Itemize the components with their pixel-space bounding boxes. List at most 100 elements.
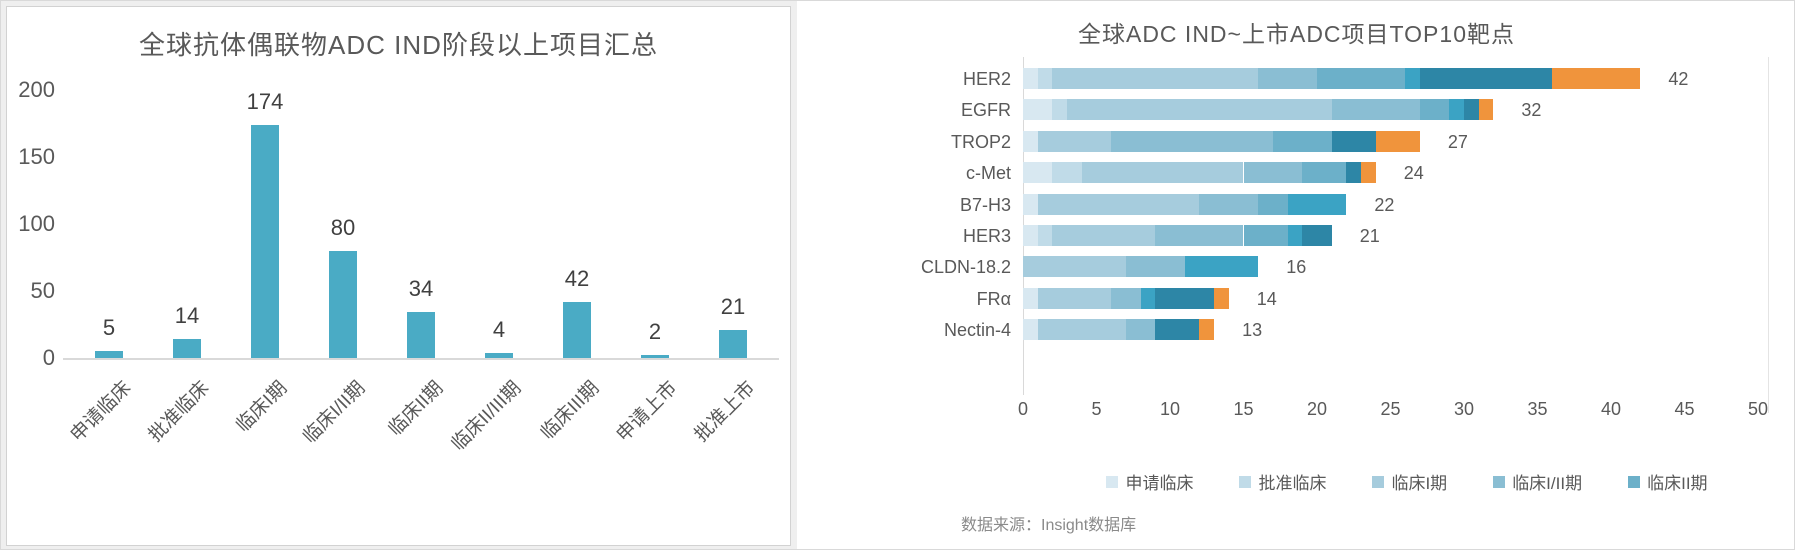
right-chart-title: 全球ADC IND~上市ADC项目TOP10靶点 — [1077, 21, 1515, 47]
segment-临床I期 — [1037, 287, 1112, 309]
segment-临床III期 — [1155, 319, 1200, 341]
row-label-TROP2: TROP2 — [950, 131, 1011, 152]
segment-临床II/III期 — [1184, 256, 1259, 278]
row-total-label: 42 — [1668, 69, 1689, 89]
right-x-tick-label: 15 — [1233, 399, 1254, 419]
left-y-tick-label: 200 — [18, 77, 55, 102]
left-y-tick-label: 50 — [30, 278, 55, 303]
row-label-CLDN-18.2: CLDN-18.2 — [920, 257, 1011, 278]
segment-上市 — [1375, 130, 1420, 152]
segment-临床II/III期 — [1287, 193, 1347, 215]
legend-swatch — [1493, 475, 1506, 488]
left-x-category-label: 临床I/II期 — [299, 377, 370, 448]
left-x-category-label: 临床I期 — [232, 377, 292, 437]
segment-临床I期 — [1052, 225, 1156, 246]
left-x-category-label: 临床III期 — [537, 377, 604, 444]
left-x-axis-line — [63, 358, 779, 360]
bar-value-label: 5 — [102, 315, 116, 340]
segment-临床I期 — [1037, 193, 1200, 215]
segment-临床III期 — [1331, 130, 1376, 152]
left-chart-title: 全球抗体偶联物ADC IND阶段以上项目汇总 — [139, 30, 658, 60]
bar-申请临床 — [95, 351, 123, 358]
segment-申请临床 — [1023, 193, 1038, 215]
left-x-category-label: 临床II/III期 — [447, 377, 526, 456]
row-total-label: 21 — [1359, 226, 1380, 246]
bar-value-label: 80 — [330, 215, 356, 240]
segment-申请临床 — [1023, 99, 1053, 121]
segment-临床II期 — [1317, 68, 1406, 89]
bar-临床II期 — [407, 312, 435, 358]
segment-临床II期 — [1272, 130, 1332, 152]
segment-临床II期 — [1243, 225, 1288, 246]
segment-申请临床 — [1023, 319, 1038, 341]
segment-临床I/II期 — [1111, 130, 1273, 152]
segment-临床I期 — [1052, 68, 1259, 89]
segment-临床III期 — [1464, 99, 1479, 121]
row-label-HER3: HER3 — [962, 226, 1011, 246]
segment-临床II/III期 — [1449, 99, 1464, 121]
right-x-tick-label: 35 — [1527, 399, 1548, 419]
legend-swatch — [1628, 475, 1641, 488]
bar-value-label: 2 — [648, 319, 662, 344]
bar-临床I/II期 — [329, 251, 357, 358]
segment-临床I/II期 — [1331, 99, 1420, 121]
panel-adc-top10-targets: 全球ADC IND~上市ADC项目TOP10靶点 HER2 42 EGFR 32 TRO… — [797, 1, 1794, 549]
left-y-tick-label: 100 — [18, 211, 55, 236]
legend-label: 临床II期 — [1647, 474, 1708, 493]
bar-value-label: 34 — [408, 276, 434, 301]
row-total-label: 32 — [1521, 100, 1542, 121]
segment-临床I/II期 — [1155, 225, 1244, 246]
legend-label: 批准临床 — [1258, 474, 1327, 493]
bar-临床III期 — [563, 302, 591, 358]
left-x-category-label: 申请临床 — [66, 377, 136, 447]
right-x-tick-label: 50 — [1747, 399, 1769, 419]
segment-临床I期 — [1067, 99, 1332, 121]
right-chart-plot-area: HER2 42 EGFR 32 TROP2 27 c-Met 24 B7-H3 22 HER3 21 C… — [797, 1, 1794, 549]
segment-临床III期 — [1155, 287, 1215, 309]
segment-临床II/III期 — [1405, 68, 1420, 89]
segment-申请临床 — [1023, 68, 1038, 89]
segment-上市 — [1199, 319, 1215, 341]
bar-value-label: 4 — [492, 317, 506, 342]
left-y-tick-label: 150 — [18, 144, 55, 169]
row-label-Nectin-4: Nectin-4 — [943, 320, 1011, 341]
segment-临床II/III期 — [1140, 287, 1156, 309]
legend-item-申请临床: 申请临床 — [1106, 469, 1193, 494]
row-total-label: 22 — [1374, 194, 1395, 215]
segment-临床I/II期 — [1111, 287, 1141, 309]
segment-上市 — [1361, 162, 1376, 184]
segment-申请临床 — [1023, 130, 1038, 152]
bar-申请上市 — [641, 355, 669, 358]
row-total-label: 13 — [1242, 320, 1263, 341]
segment-批准临床 — [1037, 68, 1053, 89]
legend-label: 申请临床 — [1125, 474, 1194, 493]
segment-上市 — [1552, 68, 1641, 89]
bar-value-label: 42 — [564, 266, 590, 291]
legend-swatch — [1372, 475, 1385, 488]
row-total-label: 24 — [1403, 163, 1424, 184]
segment-临床II期 — [1419, 99, 1450, 121]
row-label-c-Met: c-Met — [966, 163, 1011, 184]
bar-临床II/III期 — [485, 353, 513, 358]
row-label-B7-H3: B7-H3 — [959, 194, 1011, 215]
row-label-HER2: HER2 — [962, 69, 1011, 89]
data-source-note: 数据来源：Insight数据库 — [961, 517, 1137, 534]
row-label-EGFR: EGFR — [960, 100, 1011, 121]
left-x-category-label: 批准临床 — [144, 377, 214, 447]
segment-申请临床 — [1023, 162, 1053, 184]
segment-临床II期 — [1302, 162, 1347, 184]
legend-swatch — [1106, 475, 1119, 488]
bar-value-label: 174 — [246, 89, 284, 114]
segment-批准临床 — [1052, 99, 1068, 121]
bar-临床I期 — [251, 125, 279, 358]
segment-临床III期 — [1346, 162, 1362, 184]
segment-临床I/II期 — [1125, 319, 1156, 341]
segment-临床III期 — [1302, 225, 1332, 246]
left-x-category-label: 申请上市 — [612, 377, 682, 447]
right-x-tick-label: 0 — [1017, 399, 1029, 419]
segment-临床I/II期 — [1199, 193, 1259, 215]
segment-批准临床 — [1052, 162, 1082, 184]
left-y-tick-label: 0 — [42, 345, 55, 370]
right-x-tick-label: 5 — [1091, 399, 1102, 419]
